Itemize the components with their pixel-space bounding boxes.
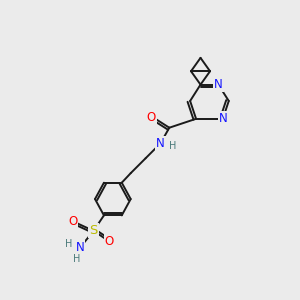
Text: O: O: [147, 111, 156, 124]
Text: H: H: [74, 254, 81, 264]
Text: N: N: [76, 241, 85, 254]
Text: O: O: [68, 215, 77, 228]
Text: N: N: [156, 137, 165, 150]
Text: H: H: [65, 239, 73, 249]
Text: N: N: [218, 112, 227, 125]
Text: N: N: [214, 78, 223, 91]
Text: O: O: [105, 235, 114, 248]
Text: S: S: [89, 224, 98, 237]
Text: H: H: [169, 141, 177, 151]
